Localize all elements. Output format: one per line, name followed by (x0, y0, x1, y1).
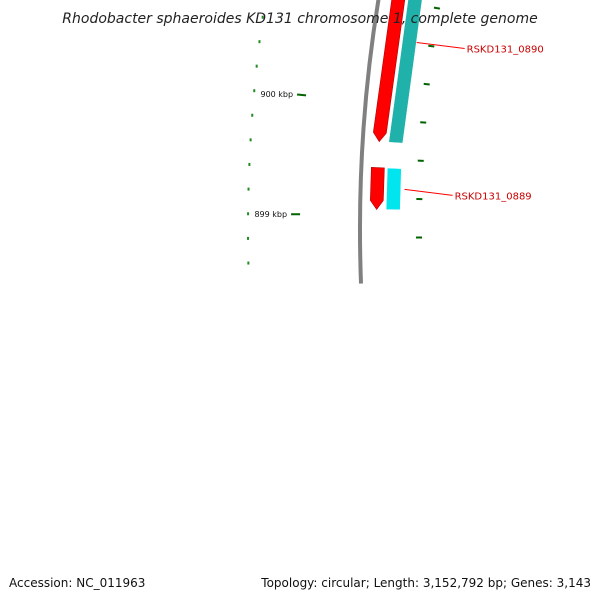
gc-dot (248, 163, 250, 166)
gc-dot-track (247, 0, 491, 265)
genes-count-label: Genes: (511, 576, 553, 590)
gc-dot (247, 237, 249, 240)
topology-value: circular; (321, 576, 369, 590)
genes-count-value: 3,143 (557, 576, 591, 590)
topology-label: Topology: (261, 576, 317, 590)
gene-features (370, 0, 600, 210)
gene-label[interactable]: RSKD131_0889 (455, 191, 532, 202)
genome-stats-readout: Topology: circular; Length: 3,152,792 bp… (261, 576, 591, 590)
length-value: 3,152,792 bp; (423, 576, 507, 590)
gene-arrow[interactable] (370, 167, 384, 209)
gc-dot (247, 262, 249, 265)
map-title: Rhodobacter sphaeroides KD131 chromosome… (62, 11, 537, 27)
gene-label[interactable]: RSKD131_0890 (467, 44, 544, 55)
gc-dot (251, 114, 253, 117)
scale-tick-label: 899 kbp (254, 210, 287, 219)
gene-label-leader (405, 189, 453, 195)
accession-value: NC_011963 (76, 576, 145, 590)
gc-dot (247, 212, 249, 215)
minor-tick (428, 46, 434, 47)
accession-label: Accession: (9, 576, 72, 590)
minor-tick (424, 84, 430, 85)
gc-dot (248, 188, 250, 191)
scale-tick-label: 900 kbp (260, 90, 293, 99)
gc-dot (256, 65, 258, 68)
cds-band[interactable] (386, 168, 401, 210)
gc-dot (253, 89, 255, 92)
length-label: Length: (374, 576, 419, 590)
gc-dot (250, 138, 252, 141)
gc-dot (258, 40, 260, 43)
gene-labels: RSKD131_0889RSKD131_0890RSKD131_0891RSKD… (405, 0, 600, 202)
minor-tick (434, 8, 440, 9)
accession-readout: Accession: NC_011963 (9, 576, 145, 590)
gene-label-leader (417, 42, 465, 48)
scale-tick (297, 95, 306, 96)
